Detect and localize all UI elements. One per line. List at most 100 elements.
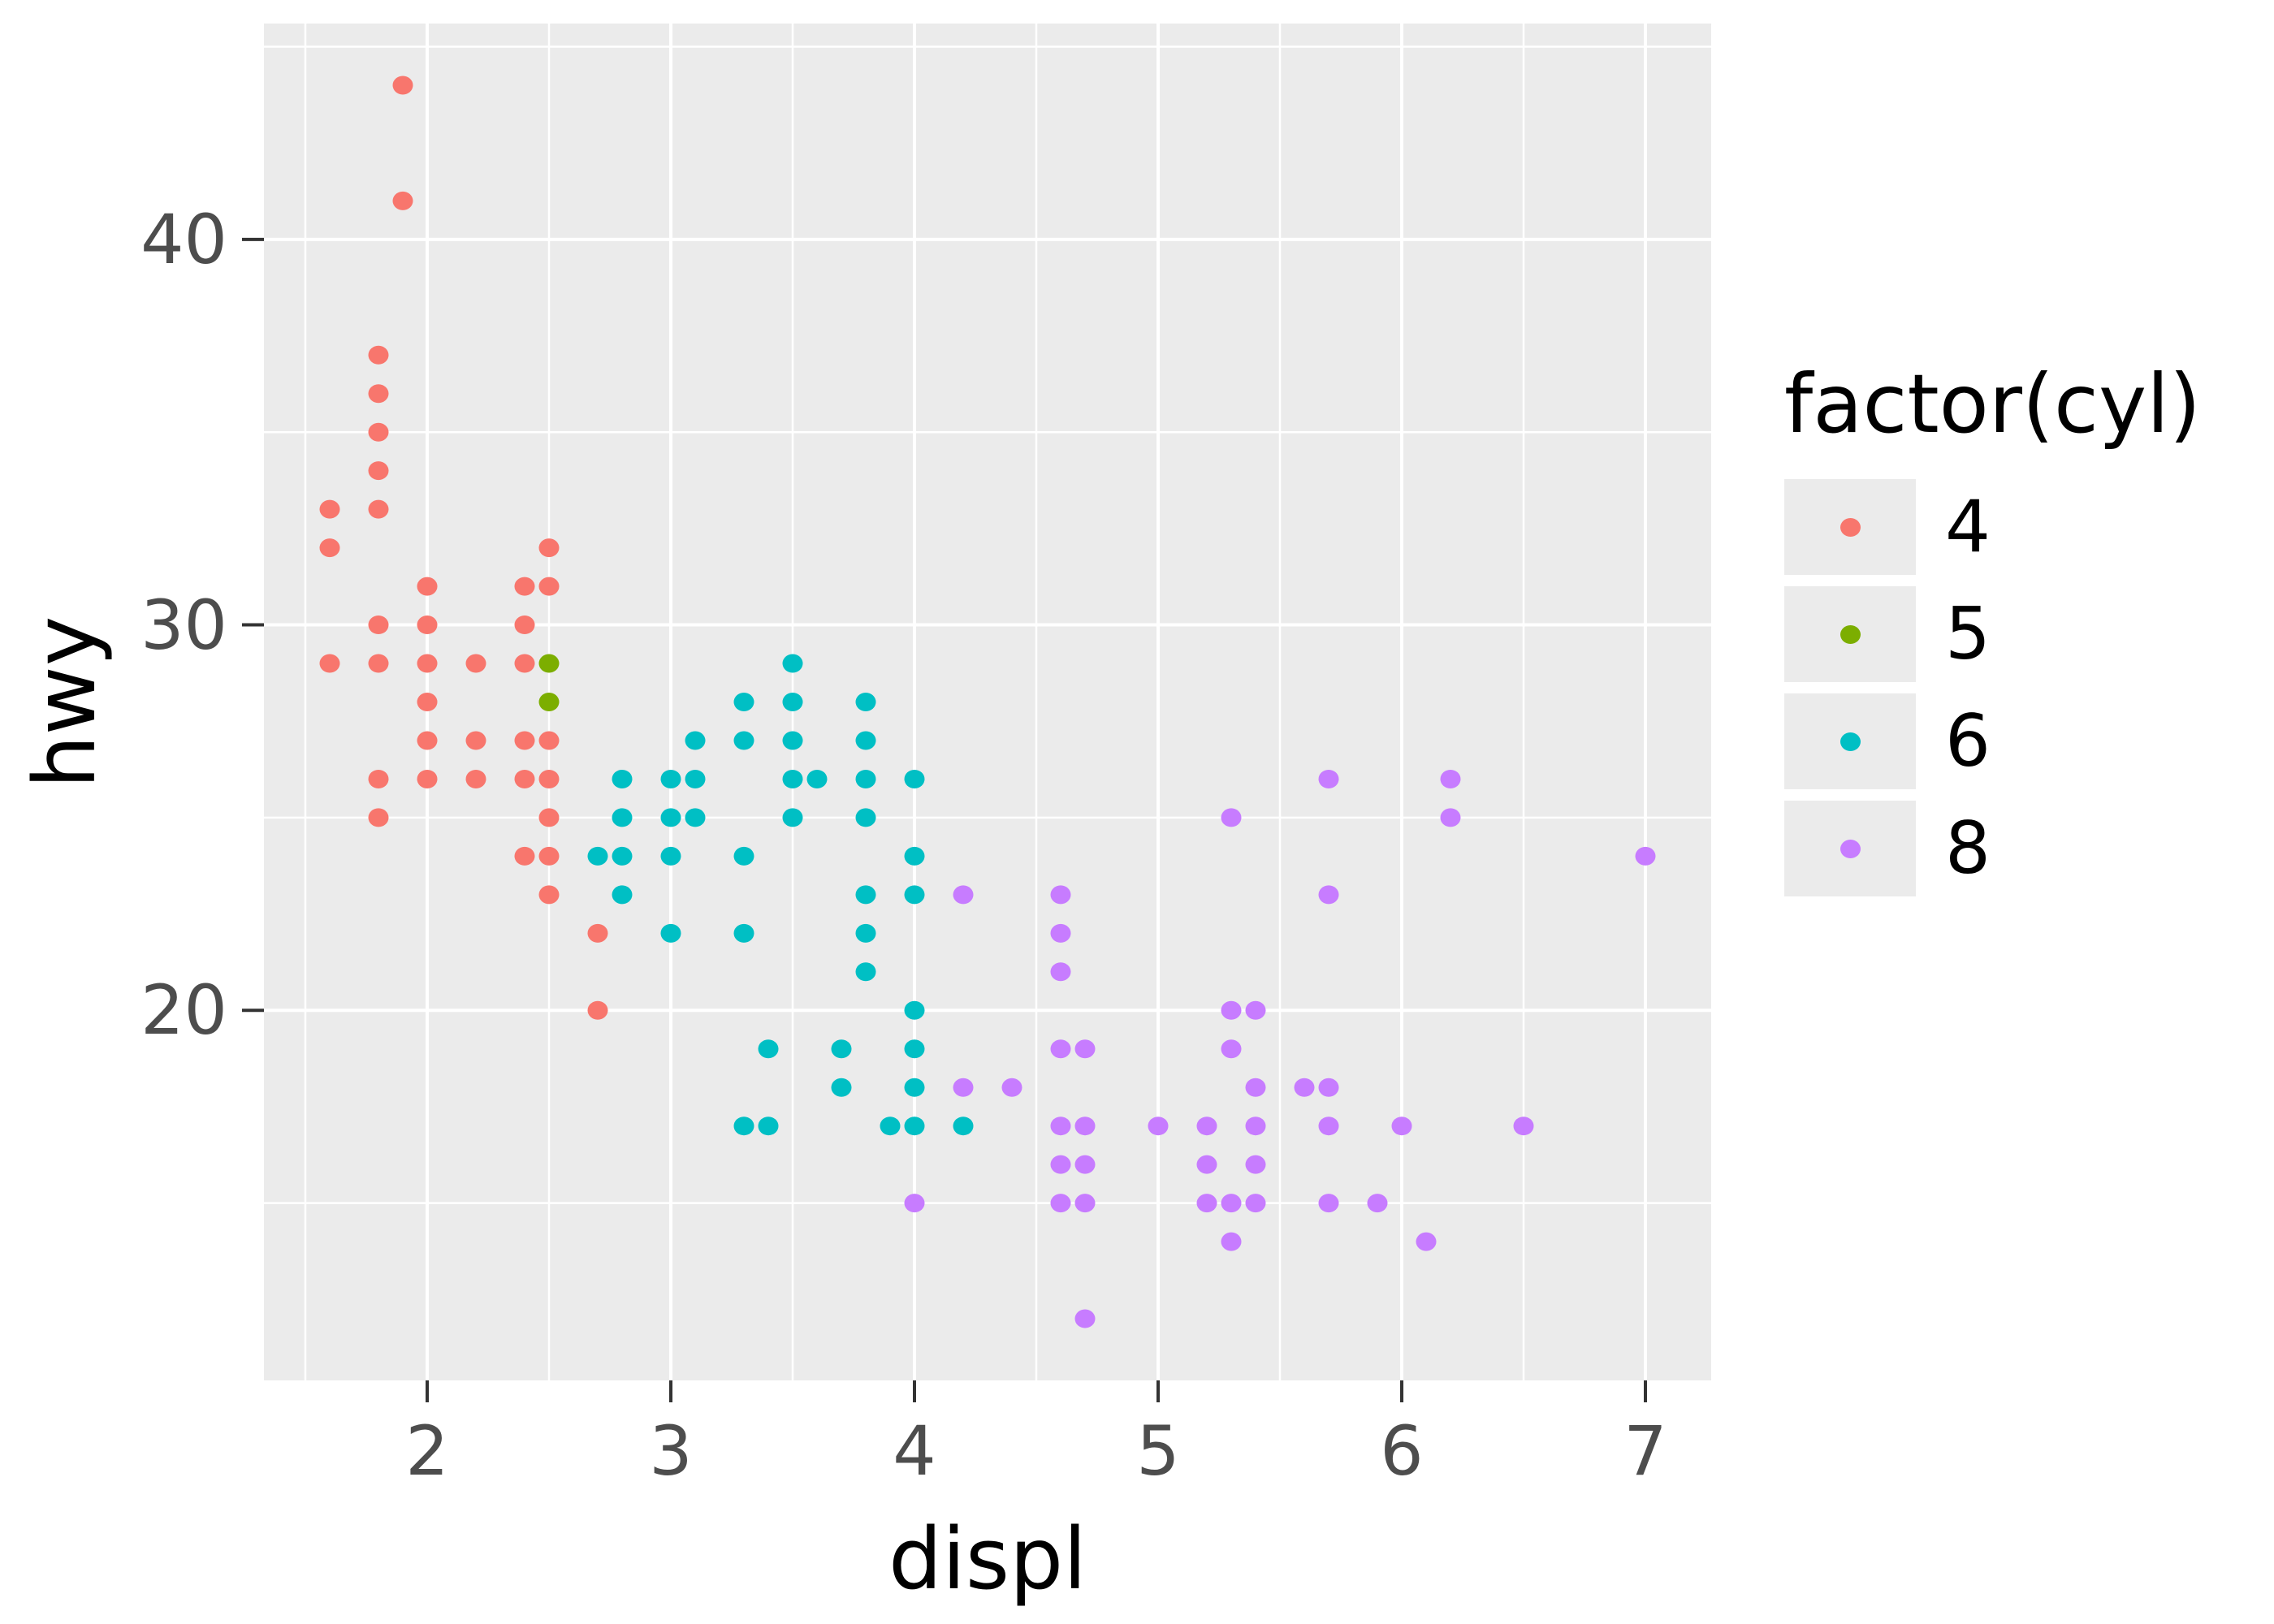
- legend-label: 5: [1945, 592, 1991, 676]
- data-point-cyl-8: [1513, 1116, 1534, 1136]
- data-point-cyl-8: [1196, 1194, 1217, 1213]
- data-point-cyl-6: [733, 693, 754, 711]
- y-tick-label: 20: [141, 970, 227, 1051]
- data-point-cyl-4: [392, 76, 413, 95]
- data-point-cyl-4: [465, 769, 486, 788]
- data-point-cyl-4: [368, 499, 389, 519]
- data-point-cyl-6: [685, 731, 706, 750]
- data-point-cyl-8: [1221, 808, 1242, 827]
- data-point-cyl-8: [904, 1194, 925, 1213]
- data-point-cyl-6: [612, 846, 633, 866]
- data-point-cyl-8: [1050, 1155, 1071, 1174]
- data-point-cyl-8: [1221, 1000, 1242, 1020]
- data-point-cyl-8: [1001, 1078, 1022, 1097]
- data-point-cyl-6: [612, 808, 633, 827]
- data-point-cyl-8: [1318, 885, 1339, 905]
- legend-point-icon: [1840, 839, 1861, 858]
- data-point-cyl-6: [904, 1000, 925, 1020]
- legend-label: 8: [1945, 806, 1991, 890]
- data-point-cyl-4: [587, 923, 608, 943]
- data-point-cyl-4: [465, 654, 486, 673]
- data-point-cyl-6: [904, 846, 925, 866]
- data-point-cyl-5: [538, 693, 560, 711]
- data-point-cyl-8: [1245, 1116, 1266, 1136]
- data-point-cyl-6: [782, 693, 803, 711]
- data-point-cyl-6: [685, 808, 706, 827]
- data-point-cyl-6: [782, 769, 803, 788]
- data-point-cyl-8: [1074, 1309, 1096, 1328]
- data-point-cyl-8: [1050, 923, 1071, 943]
- legend-item-cyl-8: 8: [1784, 801, 2201, 896]
- data-point-cyl-8: [953, 885, 974, 905]
- data-point-cyl-6: [733, 923, 754, 943]
- legend-key: [1784, 586, 1916, 682]
- data-point-cyl-6: [904, 1116, 925, 1136]
- y-tick-label: 40: [141, 199, 227, 279]
- legend-item-cyl-6: 6: [1784, 693, 2201, 789]
- data-point-cyl-4: [368, 384, 389, 404]
- data-point-cyl-6: [782, 731, 803, 750]
- legend-point-icon: [1840, 732, 1861, 751]
- data-point-cyl-8: [953, 1078, 974, 1097]
- data-point-cyl-6: [587, 846, 608, 866]
- data-point-cyl-4: [465, 731, 486, 750]
- data-point-cyl-8: [1148, 1116, 1169, 1136]
- x-tick-label: 6: [1380, 1411, 1424, 1491]
- data-point-cyl-4: [514, 769, 535, 788]
- data-point-cyl-6: [904, 1039, 925, 1059]
- legend-point-icon: [1840, 624, 1861, 644]
- data-point-cyl-4: [514, 577, 535, 596]
- data-point-cyl-8: [1221, 1039, 1242, 1059]
- data-point-cyl-8: [1367, 1194, 1388, 1213]
- data-point-cyl-6: [660, 846, 681, 866]
- data-point-cyl-4: [514, 654, 535, 673]
- data-point-cyl-4: [368, 422, 389, 442]
- data-point-cyl-6: [855, 962, 876, 982]
- data-point-cyl-4: [538, 731, 560, 750]
- data-point-cyl-8: [1074, 1194, 1096, 1213]
- legend-key: [1784, 479, 1916, 575]
- data-point-cyl-6: [806, 769, 828, 788]
- legend-title: factor(cyl): [1784, 356, 2201, 451]
- data-point-cyl-8: [1196, 1155, 1217, 1174]
- data-point-cyl-4: [417, 693, 438, 711]
- data-point-cyl-6: [685, 769, 706, 788]
- data-point-cyl-4: [368, 808, 389, 827]
- legend-item-cyl-4: 4: [1784, 479, 2201, 575]
- data-point-cyl-4: [514, 731, 535, 750]
- data-point-cyl-8: [1050, 1039, 1071, 1059]
- data-point-cyl-8: [1074, 1155, 1096, 1174]
- plot-panel: [264, 24, 1711, 1380]
- data-point-cyl-8: [1391, 1116, 1412, 1136]
- data-point-cyl-6: [758, 1039, 779, 1059]
- data-point-cyl-4: [538, 577, 560, 596]
- data-point-cyl-4: [319, 538, 340, 558]
- y-axis-title: hwy: [15, 615, 115, 788]
- data-point-cyl-4: [417, 769, 438, 788]
- legend-point-icon: [1840, 517, 1861, 537]
- y-tick-label: 30: [141, 585, 227, 665]
- data-point-cyl-6: [660, 769, 681, 788]
- data-point-cyl-6: [782, 808, 803, 827]
- data-point-cyl-6: [904, 885, 925, 905]
- data-point-cyl-4: [514, 846, 535, 866]
- data-point-cyl-6: [855, 693, 876, 711]
- x-tick-label: 3: [649, 1411, 693, 1491]
- data-point-cyl-8: [1074, 1039, 1096, 1059]
- data-point-cyl-4: [319, 654, 340, 673]
- data-point-cyl-6: [733, 731, 754, 750]
- data-point-cyl-4: [368, 345, 389, 365]
- data-point-cyl-6: [880, 1116, 901, 1136]
- data-point-cyl-8: [1245, 1194, 1266, 1213]
- data-point-cyl-6: [612, 769, 633, 788]
- data-point-cyl-4: [368, 615, 389, 635]
- data-point-cyl-4: [417, 577, 438, 596]
- data-point-cyl-4: [538, 885, 560, 905]
- data-point-cyl-8: [1416, 1232, 1437, 1251]
- data-point-cyl-4: [538, 808, 560, 827]
- data-point-cyl-8: [1050, 1194, 1071, 1213]
- data-point-cyl-4: [319, 499, 340, 519]
- data-point-cyl-4: [417, 731, 438, 750]
- legend-items: 4 5 6 8: [1784, 479, 2201, 908]
